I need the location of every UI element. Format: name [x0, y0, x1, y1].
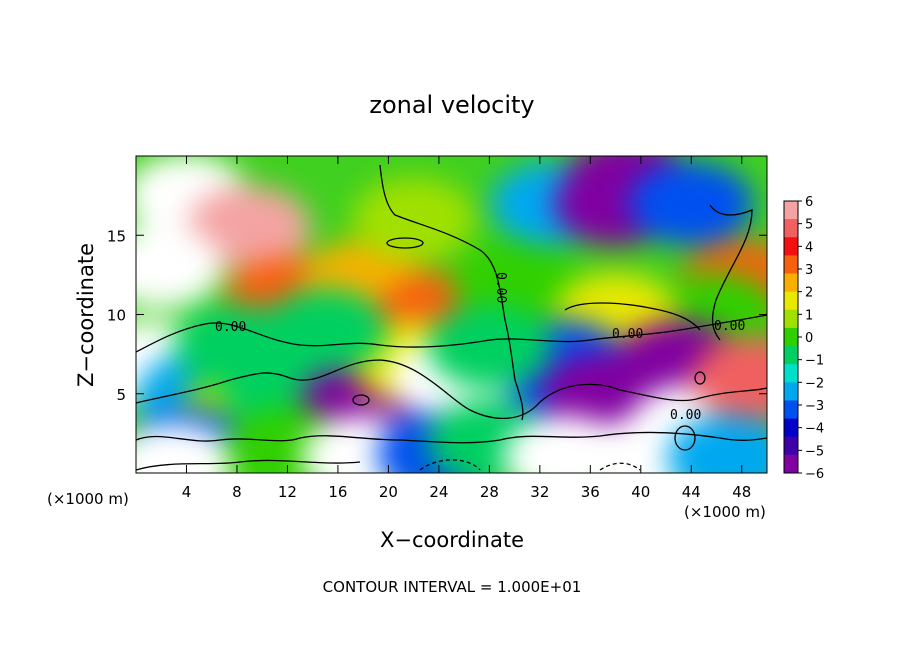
colorbar-tick-label: −3: [805, 399, 824, 414]
y-tick-label: 5: [116, 386, 126, 404]
heatmap-blob: [187, 185, 312, 270]
contour-zero-line: [136, 314, 767, 353]
colorbar-tick-label: 2: [805, 286, 813, 301]
colorbar-tick-label: 0: [805, 331, 813, 346]
colorbar-tick-label: 4: [805, 240, 813, 255]
colorbar-tick-label: −6: [805, 467, 824, 482]
contour-interval-note: CONTOUR INTERVAL = 1.000E+01: [323, 578, 582, 596]
colorbar-swatch: [784, 273, 798, 293]
x-tick-label: 16: [328, 483, 347, 501]
heatmap-blob: [174, 304, 299, 389]
colorbar-tick-label: 1: [805, 308, 813, 323]
contour-zero-line: [379, 164, 524, 421]
colorbar-tick-label: −1: [805, 354, 824, 369]
contour-closed-loop: [352, 394, 370, 406]
colorbar-swatch: [784, 201, 798, 220]
chart-title: zonal velocity: [369, 91, 534, 119]
colorbar-swatch: [784, 382, 798, 401]
colorbar-tick-label: −5: [805, 444, 824, 459]
y-axis-label: Z−coordinate: [74, 243, 98, 387]
contour-closed-loop: [386, 237, 424, 249]
colorbar-swatch: [784, 364, 798, 383]
x-tick-label: 8: [232, 483, 242, 501]
colorbar-swatch: [784, 219, 798, 238]
y-tick-label: 15: [107, 227, 126, 245]
colorbar-swatch: [784, 400, 798, 420]
contour-dashed-loop: [419, 459, 481, 471]
contour-label: 0.00: [670, 408, 701, 423]
x-tick-label: 40: [631, 483, 650, 501]
contour-label: 0.00: [714, 319, 745, 334]
x-unit-left: (×1000 m): [47, 490, 129, 508]
contour-lines: [136, 164, 767, 471]
colorbar-swatch: [784, 436, 798, 456]
colorbar: 6 5 4 3 2 1 0 −1 −2 −3 −4 −5 −6: [783, 195, 824, 482]
heatmap-blobs: [136, 156, 767, 473]
y-axis-ticks: 5 10 15: [107, 227, 767, 404]
contour-label: 0.00: [612, 327, 643, 342]
x-tick-label: 4: [182, 483, 192, 501]
contour-labels: 0.00 0.00 0.00 0.00 0.00: [215, 272, 745, 423]
contour-zero-line: [136, 431, 767, 444]
heatmap-blob: [351, 177, 476, 262]
x-tick-label: 28: [480, 483, 499, 501]
heatmap-blob: [427, 304, 552, 389]
x-axis-ticks: 4 8 12 16 20 24 28 32 36 40 44 48: [182, 156, 751, 501]
colorbar-swatch: [784, 291, 798, 311]
contour-zero-line: [564, 302, 701, 331]
heatmap-field: 0.00 0.00 0.00 0.00 0.00: [136, 156, 767, 473]
x-tick-label: 48: [732, 483, 751, 501]
contour-closed-loop: [694, 371, 706, 385]
x-unit-right: (×1000 m): [684, 503, 766, 521]
contour-dashed-loop: [599, 462, 641, 471]
colorbar-tick-label: −4: [805, 422, 824, 437]
contour-zero-line: [136, 359, 767, 420]
contour-zero-line: [136, 459, 361, 471]
colorbar-tick-label: 5: [805, 218, 813, 233]
colorbar-tick-label: 3: [805, 263, 813, 278]
colorbar-tick-label: 6: [805, 195, 813, 210]
heatmap-blob: [136, 224, 224, 309]
x-tick-label: 24: [429, 483, 448, 501]
contour-label: 0.00: [215, 320, 246, 335]
colorbar-swatch: [784, 327, 798, 347]
x-tick-label: 12: [278, 483, 297, 501]
heatmap-blob: [692, 335, 767, 420]
contour-zero-line: [709, 204, 753, 341]
contour-closed-loop: [674, 425, 696, 451]
x-tick-label: 36: [581, 483, 600, 501]
heatmap-blob: [452, 240, 577, 325]
colorbar-swatch: [784, 418, 798, 438]
heatmap-blob: [136, 423, 236, 473]
colorbar-swatch: [784, 309, 798, 329]
x-tick-label: 44: [682, 483, 701, 501]
y-tick-label: 10: [107, 307, 126, 325]
colorbar-swatch: [784, 237, 798, 256]
colorbar-tick-label: −2: [805, 376, 824, 391]
x-axis-label: X−coordinate: [380, 528, 524, 552]
heatmap-blob: [629, 161, 754, 246]
colorbar-swatch: [784, 255, 798, 275]
x-tick-label: 32: [530, 483, 549, 501]
contour-label: 0.00: [493, 272, 508, 303]
x-tick-label: 20: [379, 483, 398, 501]
colorbar-swatch: [784, 454, 798, 474]
colorbar-swatch: [784, 346, 798, 365]
